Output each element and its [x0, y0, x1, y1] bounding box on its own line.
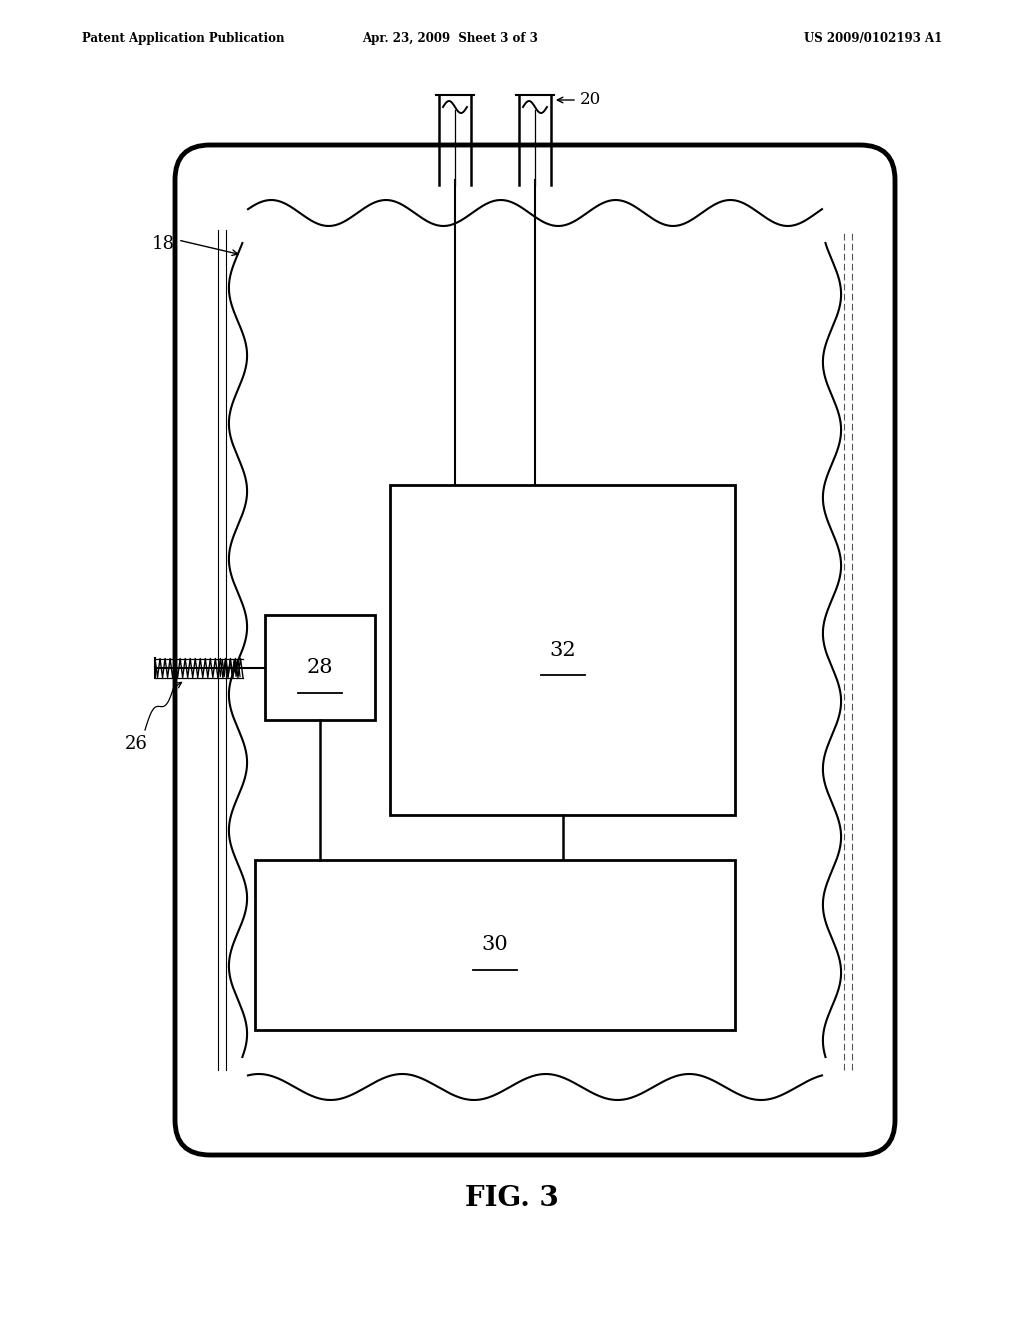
Text: 26: 26: [125, 735, 147, 752]
Text: FIG. 3: FIG. 3: [465, 1185, 559, 1212]
Text: Apr. 23, 2009  Sheet 3 of 3: Apr. 23, 2009 Sheet 3 of 3: [362, 32, 538, 45]
Text: 28: 28: [307, 657, 333, 677]
Text: 32: 32: [549, 640, 575, 660]
Text: 18: 18: [152, 235, 175, 253]
Bar: [255, 861, 735, 1030]
Bar: [265, 615, 375, 719]
Text: US 2009/0102193 A1: US 2009/0102193 A1: [804, 32, 942, 45]
FancyBboxPatch shape: [175, 145, 895, 1155]
Text: 20: 20: [580, 91, 601, 108]
Text: Patent Application Publication: Patent Application Publication: [82, 32, 285, 45]
Text: 30: 30: [481, 936, 508, 954]
Bar: [390, 484, 735, 814]
